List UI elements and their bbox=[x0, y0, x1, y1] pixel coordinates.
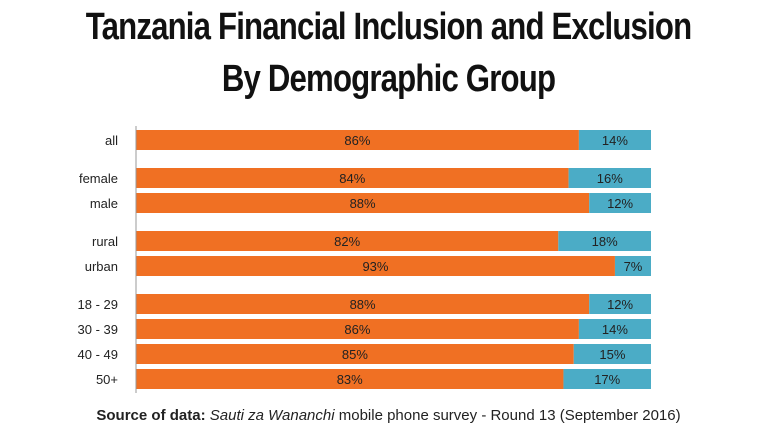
bar-included-4 bbox=[136, 256, 615, 276]
source-label: Source of data: bbox=[96, 407, 206, 424]
value-label-excluded-0: 14% bbox=[602, 133, 628, 148]
value-label-included-7: 85% bbox=[342, 347, 368, 362]
value-label-included-3: 82% bbox=[334, 234, 360, 249]
category-label-2: male bbox=[90, 196, 118, 211]
bar-excluded-2 bbox=[589, 193, 651, 213]
value-label-included-6: 86% bbox=[344, 322, 370, 337]
bar-excluded-4 bbox=[614, 256, 651, 276]
category-label-7: 40 - 49 bbox=[78, 347, 118, 362]
value-label-excluded-4: 7% bbox=[624, 259, 643, 274]
value-label-excluded-5: 12% bbox=[607, 297, 633, 312]
bar-excluded-6 bbox=[578, 319, 651, 339]
value-label-included-5: 88% bbox=[350, 297, 376, 312]
value-label-excluded-3: 18% bbox=[592, 234, 618, 249]
bar-included-5 bbox=[136, 294, 590, 314]
value-label-included-8: 83% bbox=[337, 372, 363, 387]
value-label-excluded-1: 16% bbox=[597, 171, 623, 186]
bar-included-0 bbox=[136, 130, 579, 150]
bar-excluded-3 bbox=[558, 231, 651, 251]
value-label-excluded-7: 15% bbox=[599, 347, 625, 362]
bar-excluded-8 bbox=[563, 369, 651, 389]
bar-included-8 bbox=[136, 369, 564, 389]
category-label-3: rural bbox=[92, 234, 118, 249]
source-note: Source of data: Sauti za Wananchi mobile… bbox=[0, 407, 777, 424]
bar-excluded-5 bbox=[589, 294, 651, 314]
value-label-included-1: 84% bbox=[339, 171, 365, 186]
value-label-included-0: 86% bbox=[344, 133, 370, 148]
bar-included-1 bbox=[136, 168, 569, 188]
value-label-included-2: 88% bbox=[350, 196, 376, 211]
bar-excluded-1 bbox=[568, 168, 651, 188]
value-label-included-4: 93% bbox=[362, 259, 388, 274]
value-label-excluded-8: 17% bbox=[594, 372, 620, 387]
value-label-excluded-2: 12% bbox=[607, 196, 633, 211]
category-label-8: 50+ bbox=[96, 372, 118, 387]
source-survey-name: Sauti za Wananchi bbox=[209, 407, 335, 424]
category-label-4: urban bbox=[85, 259, 118, 274]
bar-included-2 bbox=[136, 193, 590, 213]
bar-included-6 bbox=[136, 319, 579, 339]
bar-included-7 bbox=[136, 344, 574, 364]
category-label-0: all bbox=[105, 133, 118, 148]
category-label-1: female bbox=[79, 171, 118, 186]
value-label-excluded-6: 14% bbox=[602, 322, 628, 337]
category-label-6: 30 - 39 bbox=[78, 322, 118, 337]
source-detail: mobile phone survey - Round 13 (Septembe… bbox=[338, 407, 681, 424]
bar-excluded-0 bbox=[578, 130, 651, 150]
chart-title-line-2: By Demographic Group bbox=[221, 58, 556, 100]
bar-included-3 bbox=[136, 231, 559, 251]
bar-excluded-7 bbox=[573, 344, 651, 364]
chart-title-line-1: Tanzania Financial Inclusion and Exclusi… bbox=[85, 6, 692, 48]
category-label-5: 18 - 29 bbox=[78, 297, 118, 312]
